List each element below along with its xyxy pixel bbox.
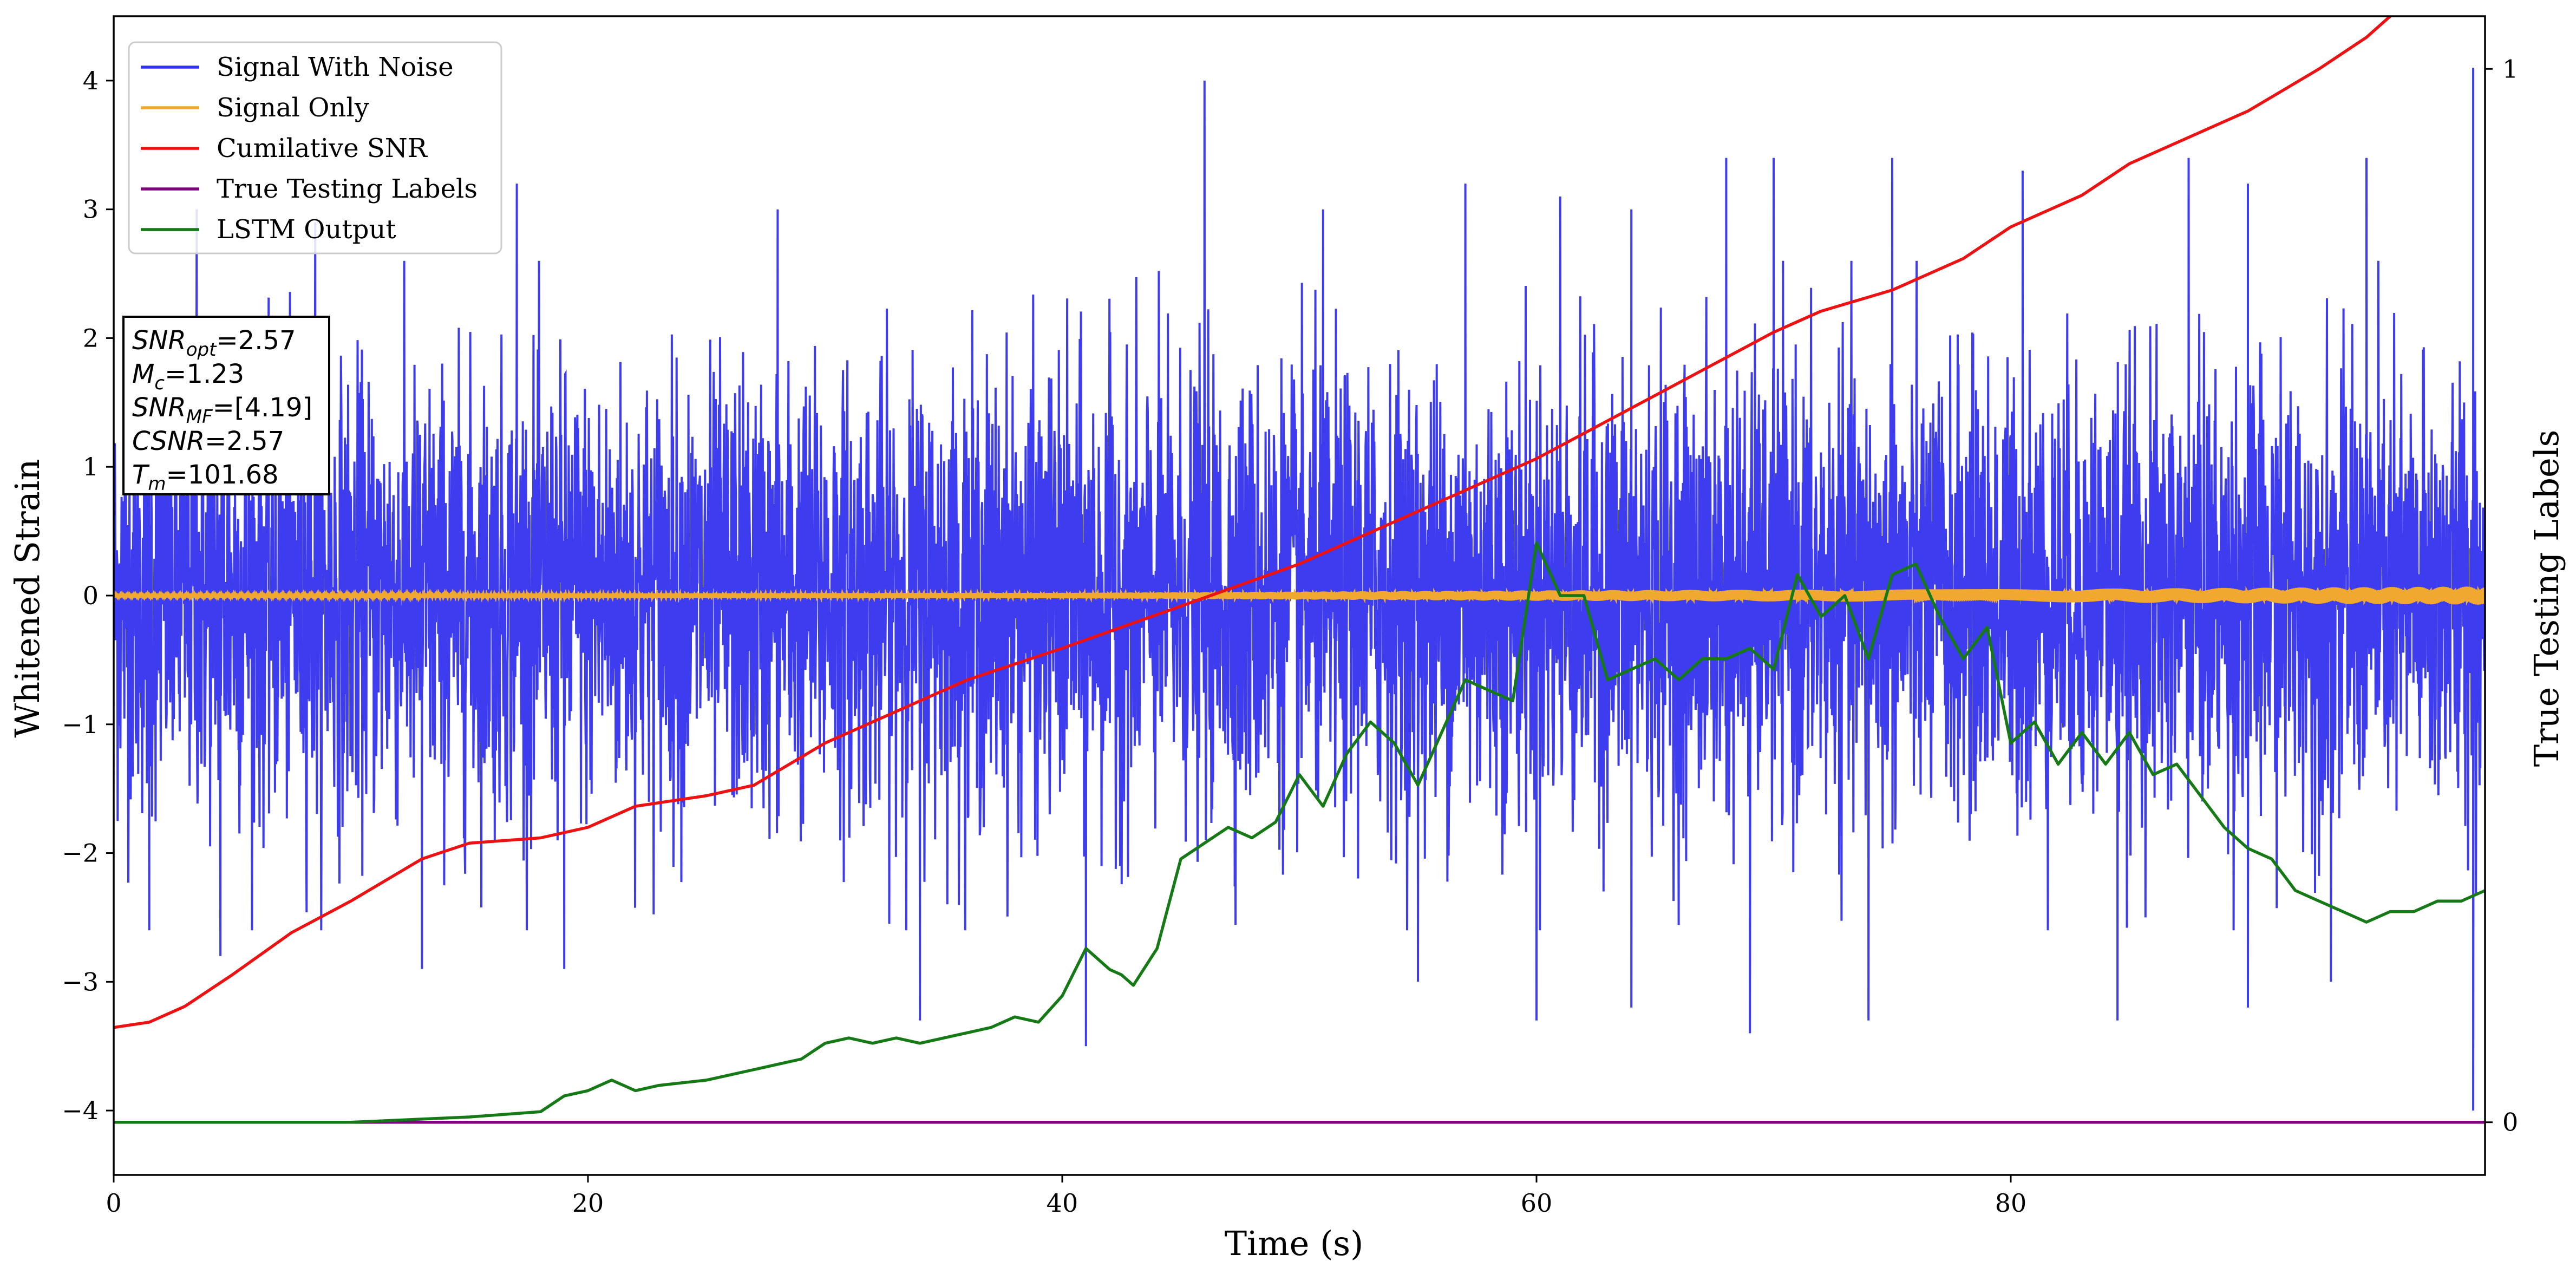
- info-line: SNRMF=[4.19]: [132, 393, 312, 428]
- legend-box: [128, 41, 502, 254]
- legend: Signal With Noise Signal Only Cumilative S…: [128, 41, 502, 254]
- y-tick-label: 4: [83, 66, 99, 95]
- info-line: CSNR=2.57: [132, 426, 284, 456]
- y-tick-label: 0: [83, 581, 99, 610]
- series-signal-only: [114, 585, 2485, 606]
- y2-axis-title: True Testing Labels: [2527, 430, 2566, 767]
- info-line: Mc=1.23: [132, 359, 244, 394]
- y2-tick-label: 0: [2502, 1108, 2518, 1137]
- y-tick-label: −4: [62, 1096, 99, 1125]
- y-tick-label: −3: [62, 967, 99, 996]
- y-axis-title: Whitened Strain: [8, 459, 47, 738]
- y-tick-label: −2: [62, 839, 99, 868]
- x-axis-title: Time (s): [1225, 1224, 1364, 1263]
- info-line: SNRopt=2.57: [132, 325, 296, 361]
- y2-tick-label: 1: [2502, 54, 2518, 83]
- legend-label: True Testing Labels: [217, 174, 478, 204]
- info-line: Tm=101.68: [132, 460, 279, 495]
- info-box-frame: [122, 316, 330, 495]
- series-signal-with-noise: [114, 68, 2485, 1111]
- plot-area: [114, 16, 2485, 1124]
- x-tick-label: 80: [1995, 1188, 2027, 1218]
- y-tick-label: −1: [62, 710, 99, 739]
- legend-label: Cumilative SNR: [217, 133, 428, 164]
- x-tick-label: 0: [106, 1188, 121, 1218]
- x-tick-label: 40: [1047, 1188, 1078, 1218]
- legend-label: Signal Only: [217, 93, 369, 123]
- series-cumilative-snr: [114, 16, 2392, 1029]
- y-tick-label: 2: [83, 323, 99, 352]
- y-tick-label: 1: [83, 452, 99, 481]
- x-tick-label: 60: [1521, 1188, 1553, 1218]
- y-tick-label: 3: [83, 195, 99, 224]
- series-lstm-output: [114, 541, 2485, 1124]
- legend-label: Signal With Noise: [217, 52, 454, 82]
- x-tick-label: 20: [572, 1188, 604, 1218]
- legend-label: LSTM Output: [217, 214, 396, 245]
